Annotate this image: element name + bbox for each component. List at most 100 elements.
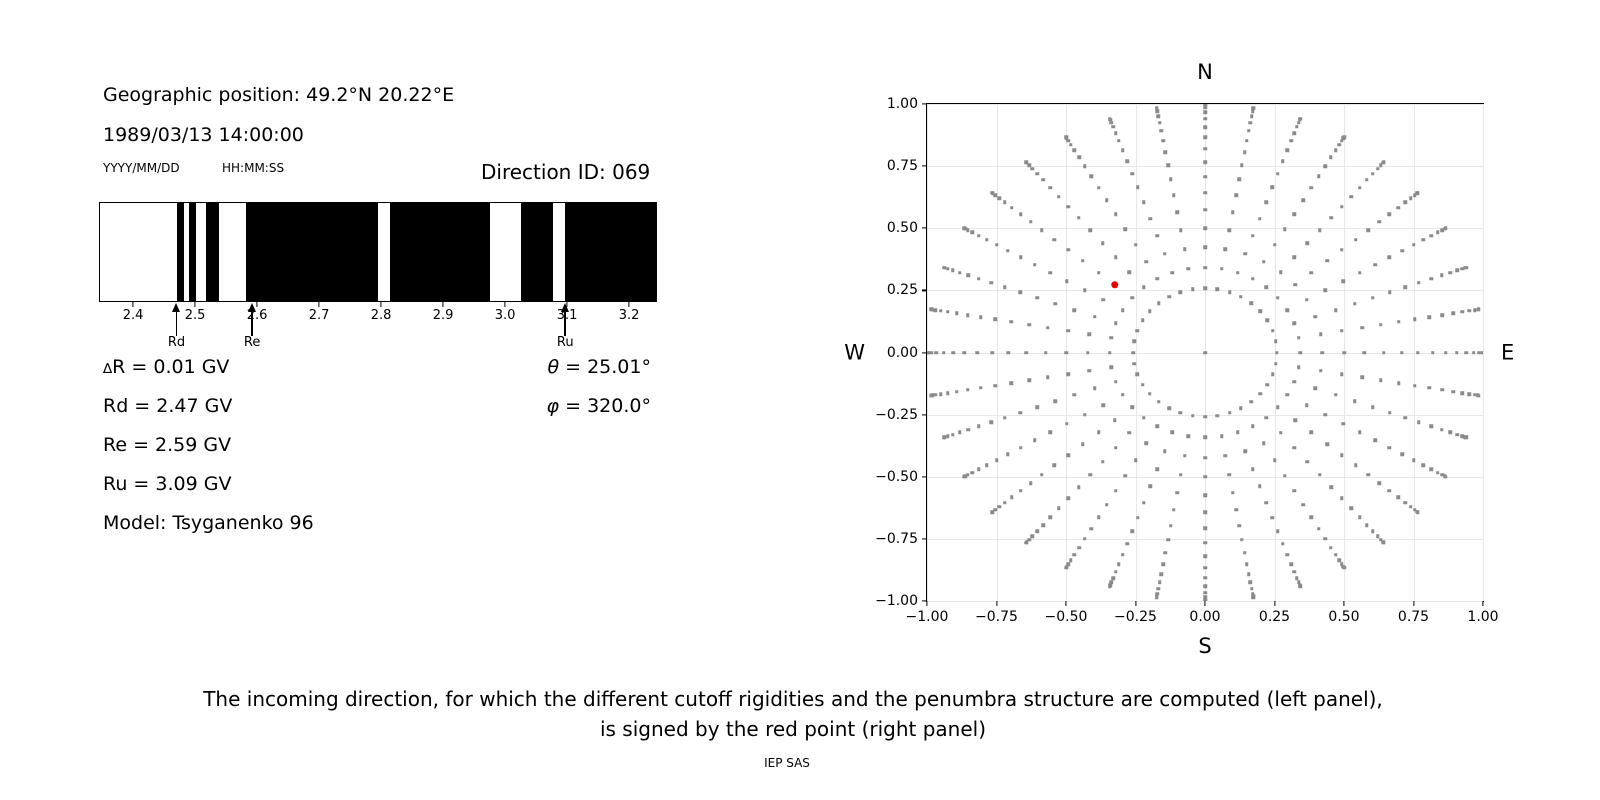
direction-dot (1292, 131, 1297, 135)
direction-dot (1276, 296, 1280, 300)
direction-dot (1296, 580, 1301, 585)
rd-value: Rd = 2.47 GV (103, 395, 233, 417)
direction-dot (1108, 117, 1112, 121)
selected-direction-red-point (1111, 281, 1119, 289)
theta-text: = 25.01° (559, 356, 651, 378)
direction-dot (1030, 534, 1035, 539)
date-format-hint: YYYY/MM/DD (103, 161, 180, 175)
direction-dot (1203, 265, 1207, 270)
direction-dot (1092, 386, 1097, 391)
phi-text: = 320.0° (559, 395, 651, 417)
direction-dot (1203, 493, 1207, 497)
penumbra-x-axis: 2.4 2.5 2.6 2.7 2.8 2.9 3.0 3.1 3.2 Rd Re Ru (99, 302, 657, 362)
y-axis-tick-label: 0.00 (886, 344, 918, 361)
direction-dot (1113, 445, 1118, 450)
caption-line2: is signed by the red point (right panel) (599, 717, 987, 741)
direction-dot (1040, 473, 1044, 477)
x-axis-tick (1343, 601, 1345, 606)
penumbra-forbidden-band (177, 203, 185, 301)
direction-dot (1003, 285, 1007, 290)
x-axis-tick-label: −0.75 (975, 609, 1018, 625)
arrow-stem (251, 306, 253, 336)
direction-dot (1082, 537, 1087, 541)
direction-dot (1035, 296, 1039, 300)
direction-dot (1337, 558, 1341, 563)
direction-dot (1341, 279, 1345, 283)
direction-dot (1293, 418, 1297, 422)
direction-dot (1358, 515, 1362, 520)
direction-dot (1120, 148, 1125, 153)
y-axis-tick-label: 0.25 (886, 282, 918, 299)
direction-dot (1305, 241, 1310, 246)
direction-dot (966, 473, 970, 477)
direction-dot (1285, 393, 1290, 397)
direction-dot (1135, 372, 1140, 377)
direction-dot (1155, 277, 1160, 281)
direction-dot (1132, 339, 1136, 344)
direction-dot (945, 391, 950, 395)
direction-dot (1435, 230, 1440, 235)
direction-dot (1455, 350, 1459, 355)
direction-dot (1333, 148, 1338, 153)
direction-dot (1257, 216, 1262, 221)
direction-dot (1448, 270, 1453, 275)
penumbra-forbidden-band (205, 203, 219, 301)
direction-dot (1056, 194, 1061, 199)
x-axis-tick-label: 0.50 (1328, 609, 1360, 625)
direction-dot (1130, 529, 1134, 534)
direction-dot (1203, 599, 1207, 601)
phi-symbol: φ (546, 395, 560, 417)
ru-value: Ru = 3.09 GV (103, 473, 232, 495)
direction-dot (1006, 248, 1010, 253)
direction-dot (1247, 572, 1251, 577)
direction-dot (1113, 570, 1118, 574)
y-axis-tick-label: −0.75 (875, 530, 918, 547)
y-axis-tick-label: 0.50 (886, 220, 918, 237)
direction-dot (1325, 259, 1329, 263)
direction-dot (1440, 427, 1444, 432)
direction-dot (1371, 296, 1375, 300)
penumbra-forbidden-band (564, 203, 656, 301)
direction-dot (1379, 378, 1383, 382)
direction-dot (990, 350, 994, 355)
direction-dot (1178, 411, 1183, 415)
direction-dot (1270, 185, 1274, 190)
direction-dot (1264, 415, 1268, 420)
gridline-horizontal (927, 290, 1483, 292)
direction-dot (1035, 405, 1039, 409)
x-axis-tick-label: 0.00 (1189, 609, 1221, 625)
direction-dot (1109, 365, 1114, 369)
direction-dot (1018, 255, 1023, 260)
direction-dot (1155, 233, 1160, 238)
direction-dot (1340, 562, 1344, 567)
direction-dot (993, 383, 998, 388)
direction-dot (1403, 200, 1407, 205)
direction-dot (1399, 350, 1404, 355)
direction-dot (1072, 308, 1077, 312)
direction-dot (1203, 160, 1207, 164)
direction-dot (1337, 142, 1341, 147)
direction-dot (1251, 595, 1256, 599)
direction-dot (1219, 434, 1224, 438)
direction-dot (1400, 452, 1404, 457)
direction-dot (977, 424, 981, 428)
direction-dot (993, 317, 998, 322)
direction-dot (997, 196, 1002, 200)
direction-dot (1298, 350, 1302, 355)
direction-dot (1342, 565, 1346, 570)
direction-dot (1148, 216, 1153, 221)
direction-dot (1379, 323, 1383, 327)
direction-dot (1215, 414, 1220, 418)
direction-dot (1366, 228, 1370, 232)
direction-dot (1006, 452, 1010, 457)
direction-dot (1272, 243, 1277, 247)
direction-dot (1282, 227, 1287, 231)
axis-tick-label: 2.4 (122, 308, 144, 323)
direction-dot (1223, 454, 1228, 458)
direction-dot (1148, 392, 1152, 396)
direction-dot (1250, 424, 1255, 428)
direction-dot (1024, 160, 1029, 164)
re-value: Re = 2.59 GV (103, 434, 232, 456)
arrow-stem (564, 306, 566, 336)
direction-dot (1412, 508, 1417, 512)
